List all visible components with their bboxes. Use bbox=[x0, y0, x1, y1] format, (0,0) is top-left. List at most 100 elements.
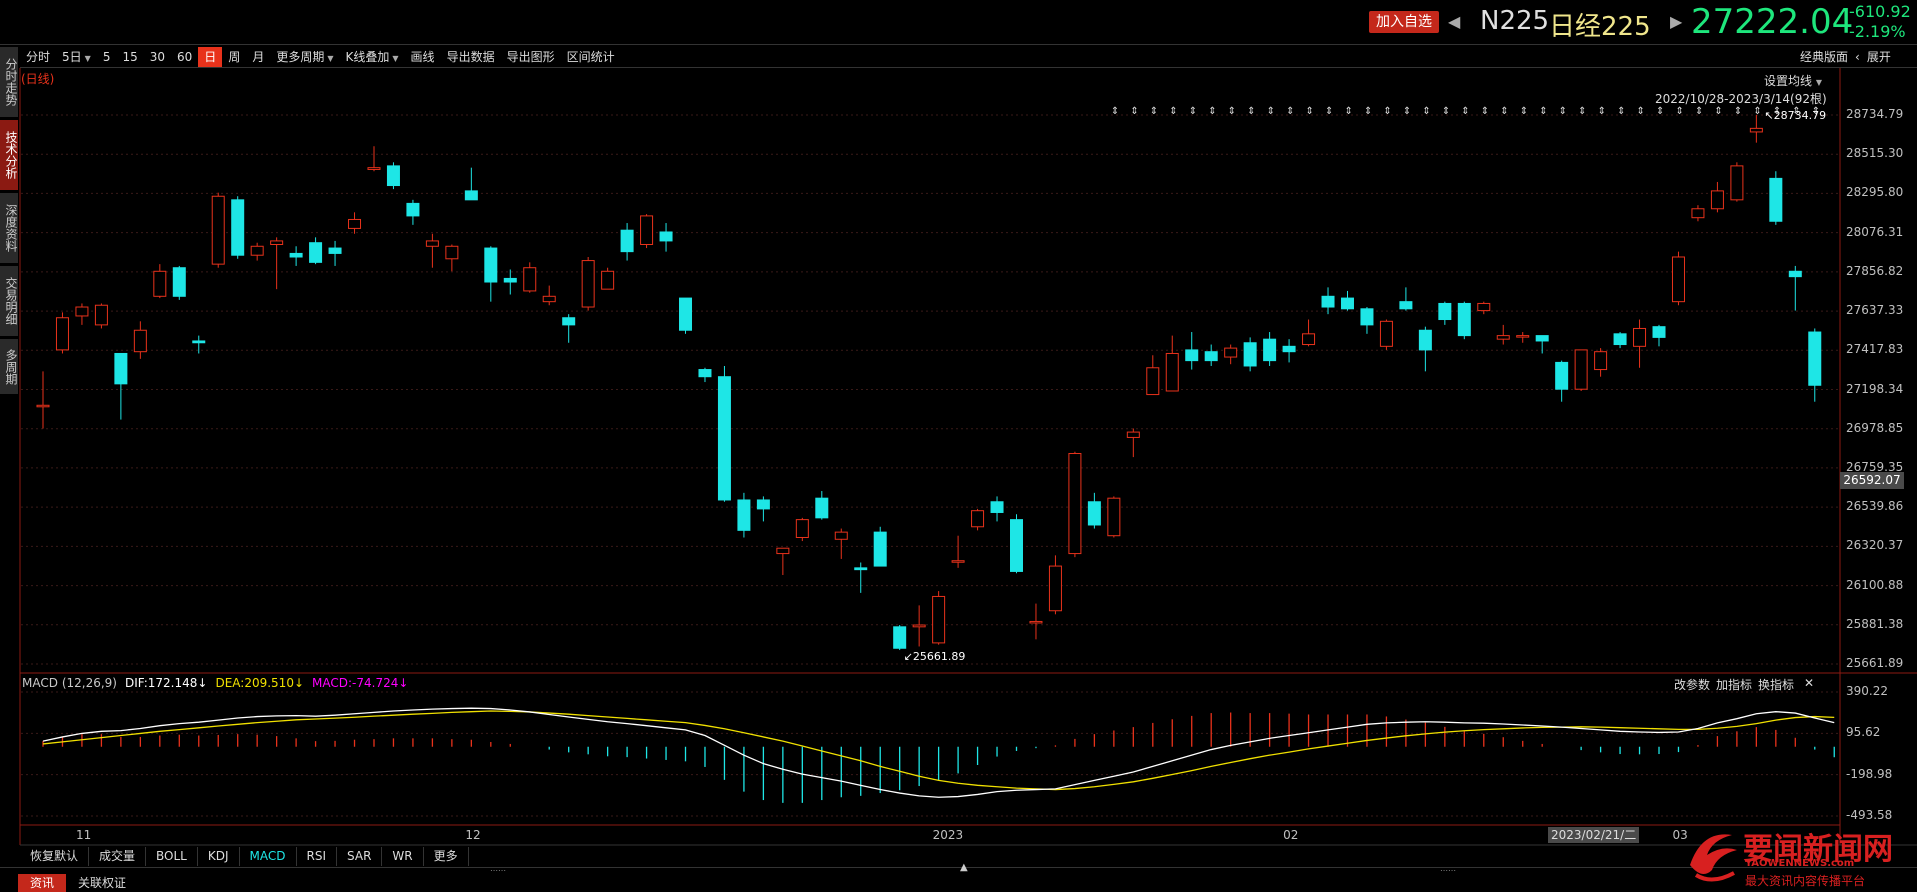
marker-arrow-icon: ⇕ bbox=[1442, 106, 1450, 117]
macd-control-button-1[interactable]: 加指标 bbox=[1716, 678, 1753, 692]
macd-value: MACD:-74.724↓ bbox=[312, 676, 409, 690]
macd-legend: MACD (12,26,9) DIF:172.148↓ DEA:209.510↓… bbox=[22, 676, 408, 690]
candle-body bbox=[717, 376, 731, 501]
indicator-tab-5[interactable]: RSI bbox=[297, 847, 338, 866]
candle-body bbox=[114, 352, 128, 385]
candle-body bbox=[1613, 333, 1627, 346]
period-button-4[interactable]: 30 bbox=[144, 47, 171, 67]
period-button-1[interactable]: 5日 ▼ bbox=[56, 47, 97, 67]
last-price: 27222.04 bbox=[1691, 2, 1854, 42]
period-button-label: 导出数据 bbox=[446, 50, 495, 64]
indicator-tab-0[interactable]: 恢复默认 bbox=[20, 847, 90, 866]
marker-arrow-icon: ⇕ bbox=[1617, 106, 1625, 117]
candle-body bbox=[445, 245, 459, 260]
period-button-label: 60 bbox=[177, 50, 193, 64]
classic-layout-button[interactable]: 经典版面 bbox=[1800, 50, 1849, 64]
period-button-9[interactable]: 更多周期 ▼ bbox=[270, 47, 339, 67]
next-stock-arrow-icon[interactable]: ▶ bbox=[1670, 12, 1683, 31]
candle-body bbox=[1671, 256, 1685, 303]
drag-handle-right-icon[interactable]: ⋯⋯ bbox=[1440, 866, 1456, 875]
period-button-14[interactable]: 区间统计 bbox=[561, 47, 621, 67]
time-tick-label: 02 bbox=[1283, 828, 1299, 842]
sidebar-tab-1[interactable]: 技术分析 bbox=[0, 120, 18, 190]
marker-arrow-icon: ⇕ bbox=[1306, 106, 1314, 117]
period-button-7[interactable]: 周 bbox=[222, 47, 246, 67]
indicator-tab-2[interactable]: BOLL bbox=[146, 847, 198, 866]
macd-control-button-2[interactable]: 换指标 bbox=[1758, 678, 1795, 692]
candle-body bbox=[1340, 297, 1354, 310]
sidebar-tab-2[interactable]: 深度资料 bbox=[0, 193, 18, 263]
indicator-tab-3[interactable]: KDJ bbox=[198, 847, 240, 866]
indicator-tab-8[interactable]: 更多 bbox=[424, 847, 469, 866]
candle-body bbox=[951, 560, 965, 563]
expand-button[interactable]: 展开 bbox=[1866, 50, 1891, 64]
marker-arrow-icon: ⇕ bbox=[1481, 106, 1489, 117]
candle-body bbox=[425, 240, 439, 247]
marker-arrow-icon: ⇕ bbox=[1383, 106, 1391, 117]
collapse-up-icon[interactable]: ▲ bbox=[960, 862, 968, 873]
candle-body bbox=[971, 510, 985, 528]
candle-body bbox=[406, 202, 420, 217]
candle-body bbox=[1730, 165, 1744, 201]
indicator-tab-1[interactable]: 成交量 bbox=[89, 847, 147, 866]
marker-arrow-icon: ⇕ bbox=[1559, 106, 1567, 117]
candle-body bbox=[1185, 349, 1199, 362]
period-button-0[interactable]: 分时 bbox=[20, 47, 56, 67]
macd-control-button-0[interactable]: 改参数 bbox=[1674, 678, 1711, 692]
period-button-label: 15 bbox=[122, 50, 138, 64]
expand-arrow-icon[interactable]: ‹ bbox=[1855, 50, 1860, 64]
stock-code: N225 bbox=[1480, 6, 1550, 36]
period-button-3[interactable]: 15 bbox=[116, 47, 143, 67]
sidebar-tab-0[interactable]: 分时走势 bbox=[0, 47, 18, 117]
drag-handle-left-icon[interactable]: ⋯⋯ bbox=[490, 866, 506, 875]
set-ma-button[interactable]: 设置均线 ▼ bbox=[1764, 72, 1822, 89]
candle-body bbox=[133, 329, 147, 353]
price-tick-label: 27198.34 bbox=[1846, 381, 1904, 396]
sidebar-tab-3[interactable]: 交易明细 bbox=[0, 266, 18, 336]
candle-body bbox=[211, 195, 225, 265]
indicator-tab-4[interactable]: MACD bbox=[240, 847, 297, 866]
candle-body bbox=[893, 626, 907, 649]
candle-body bbox=[386, 165, 400, 187]
dea-line bbox=[42, 710, 1835, 791]
period-button-8[interactable]: 月 bbox=[246, 47, 270, 67]
indicator-tab-7[interactable]: WR bbox=[382, 847, 424, 866]
candle-body bbox=[640, 215, 654, 245]
candle-body bbox=[1633, 327, 1647, 347]
close-icon[interactable]: ✕ bbox=[1804, 676, 1815, 690]
candle-body bbox=[1769, 177, 1783, 222]
period-button-6[interactable]: 日 bbox=[198, 47, 223, 67]
period-button-label: K线叠加 bbox=[345, 50, 390, 64]
marker-arrow-icon: ⇕ bbox=[1169, 106, 1177, 117]
marker-arrow-icon: ⇕ bbox=[1637, 106, 1645, 117]
period-button-label: 30 bbox=[149, 50, 166, 64]
period-button-13[interactable]: 导出图形 bbox=[501, 47, 561, 67]
watermark-subtitle: 最大资讯内容传播平台 bbox=[1745, 874, 1866, 888]
bottom-tab-1[interactable]: 关联权证 bbox=[78, 876, 127, 890]
dif-value: DIF:172.148↓ bbox=[124, 676, 208, 690]
indicator-tab-6[interactable]: SAR bbox=[337, 847, 383, 866]
sidebar-tab-4[interactable]: 多周期 bbox=[0, 339, 18, 394]
period-button-2[interactable]: 5 bbox=[97, 47, 117, 67]
candle-body bbox=[270, 240, 284, 245]
add-favorite-button[interactable]: 加入自选 bbox=[1369, 11, 1439, 33]
period-button-11[interactable]: 画线 bbox=[405, 47, 441, 67]
prev-stock-arrow-icon[interactable]: ◀ bbox=[1448, 12, 1461, 31]
bottom-tab-0[interactable]: 资讯 bbox=[18, 874, 67, 892]
bottom-divider bbox=[0, 867, 1917, 868]
marker-arrow-icon: ⇕ bbox=[1111, 106, 1119, 117]
candle-body bbox=[834, 531, 848, 540]
candle-body bbox=[1438, 302, 1452, 321]
candle-body bbox=[503, 277, 517, 283]
marker-arrow-icon: ⇕ bbox=[1189, 106, 1197, 117]
stock-name: 日经225 bbox=[1549, 12, 1651, 42]
marker-arrow-icon: ⇕ bbox=[1753, 106, 1761, 117]
candle-body bbox=[1477, 302, 1491, 312]
period-button-10[interactable]: K线叠加 ▼ bbox=[340, 47, 405, 67]
chevron-down-icon: ▼ bbox=[84, 54, 91, 63]
period-button-12[interactable]: 导出数据 bbox=[441, 47, 501, 67]
period-button-5[interactable]: 60 bbox=[171, 47, 198, 67]
indicator-tabs: 恢复默认 成交量 BOLL KDJ MACD RSI SAR WR 更多 bbox=[20, 847, 469, 866]
candle-body bbox=[1243, 342, 1257, 367]
